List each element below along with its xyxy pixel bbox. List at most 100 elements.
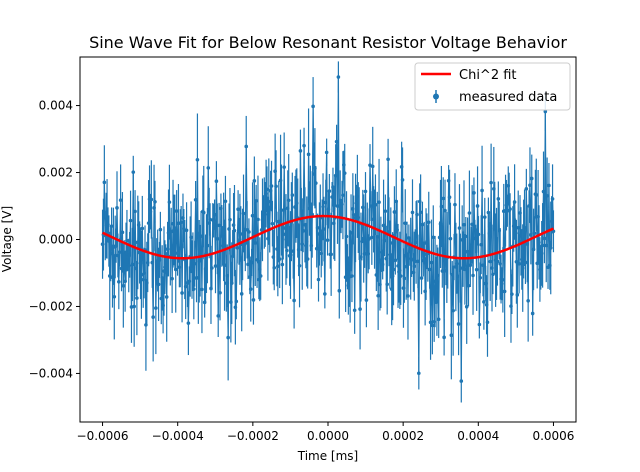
data-point (501, 278, 505, 282)
data-point (340, 202, 344, 207)
data-point (206, 166, 211, 170)
data-point (252, 179, 257, 183)
data-point (126, 263, 131, 268)
data-point (229, 281, 234, 285)
data-point (258, 274, 263, 278)
data-point (214, 179, 219, 184)
data-point (454, 265, 458, 269)
data-point (351, 212, 356, 217)
data-point (417, 371, 421, 376)
x-tick-label: 0.0004 (457, 429, 499, 443)
data-point (444, 268, 448, 273)
x-axis: −0.0006 −0.0004 −0.0002 0.0000 0.0002 0.0004 0… (77, 422, 574, 443)
data-point (320, 230, 324, 235)
data-point (548, 246, 553, 250)
data-point (392, 210, 397, 214)
data-point (539, 251, 544, 256)
data-point (514, 259, 519, 264)
data-point (212, 212, 217, 217)
data-point (295, 201, 299, 205)
data-point (431, 235, 436, 240)
data-point (338, 198, 342, 203)
data-point (462, 222, 466, 227)
data-point (418, 210, 423, 215)
data-point (234, 299, 239, 304)
data-point (360, 239, 364, 244)
data-point (207, 221, 211, 225)
data-point (139, 272, 144, 277)
data-point (368, 163, 372, 167)
data-point (228, 217, 232, 222)
data-point (414, 240, 418, 245)
data-point (440, 269, 445, 273)
data-point (161, 303, 165, 308)
data-point (504, 203, 509, 208)
data-point (541, 189, 546, 194)
data-point (490, 266, 494, 270)
data-point (248, 287, 253, 291)
data-point (523, 260, 528, 265)
data-point (330, 195, 334, 199)
data-point (288, 253, 293, 257)
data-point (542, 236, 547, 241)
data-point (118, 198, 123, 202)
data-point (544, 243, 549, 248)
data-point (221, 235, 226, 239)
legend-label-data: measured data (459, 90, 557, 105)
data-point (141, 277, 146, 282)
data-point (358, 307, 362, 311)
data-point (336, 75, 341, 79)
data-point (472, 191, 476, 195)
data-point (106, 222, 110, 227)
data-point (386, 157, 390, 162)
x-tick-label: −0.0004 (152, 429, 204, 443)
data-point (129, 305, 134, 309)
data-point (249, 260, 254, 265)
data-point (112, 294, 117, 299)
data-point (364, 298, 369, 302)
data-point (332, 221, 336, 226)
data-point (450, 272, 455, 277)
data-point (384, 256, 389, 261)
data-point (209, 286, 213, 291)
data-point (399, 165, 404, 169)
data-point (451, 308, 455, 313)
data-point (430, 323, 435, 328)
data-point (135, 296, 139, 300)
data-point (236, 207, 240, 211)
data-point (532, 231, 537, 236)
data-point (256, 217, 260, 222)
data-point (250, 213, 255, 218)
data-point (130, 262, 135, 267)
data-point (483, 281, 488, 286)
data-point (176, 221, 181, 226)
data-point (382, 238, 387, 243)
data-point (423, 289, 427, 294)
data-point (516, 225, 521, 230)
data-point (437, 235, 442, 240)
data-point (142, 271, 146, 275)
data-point (429, 260, 434, 265)
data-point (476, 232, 481, 237)
data-point (173, 230, 177, 235)
data-point (153, 199, 157, 204)
data-point (154, 306, 158, 310)
data-point (290, 193, 295, 197)
y-axis-label: Voltage [V] (0, 206, 14, 272)
data-point (468, 263, 473, 268)
data-point (537, 240, 541, 245)
data-point (407, 249, 412, 254)
data-point (548, 263, 552, 268)
data-point (229, 300, 233, 304)
data-point (298, 149, 303, 153)
data-point (362, 252, 367, 256)
data-point (351, 207, 355, 211)
data-point (166, 231, 171, 235)
data-point (271, 255, 276, 259)
data-point (315, 226, 320, 230)
data-point (291, 249, 296, 253)
data-point (226, 335, 230, 340)
data-point (509, 304, 513, 308)
data-point (378, 282, 382, 287)
